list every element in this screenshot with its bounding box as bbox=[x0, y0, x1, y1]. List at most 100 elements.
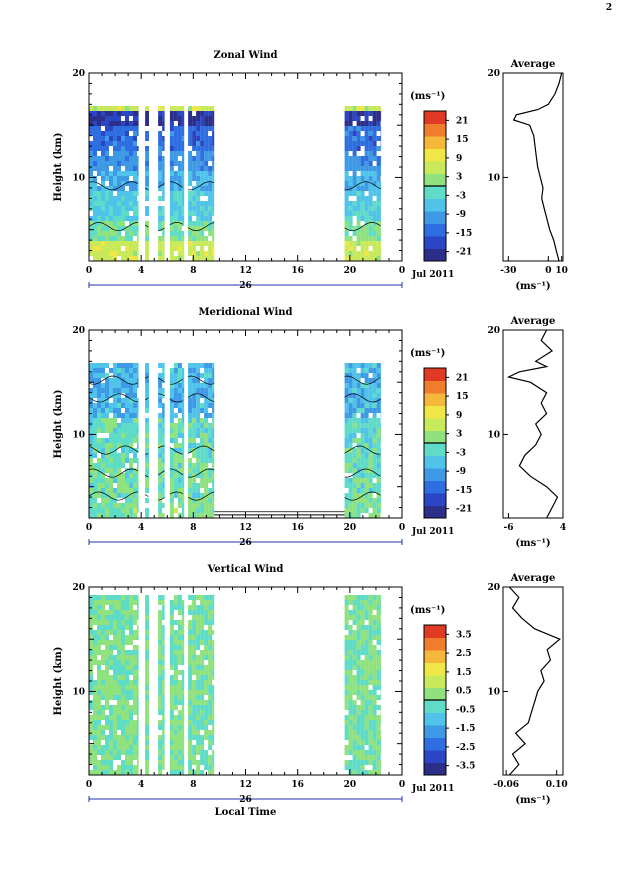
colorbar-band bbox=[424, 455, 446, 469]
colorbar-band bbox=[424, 248, 446, 262]
panel-3: Vertical Wind 0 4 8 12 16 20 0 20 10 Height (km) 26… bbox=[53, 564, 568, 818]
colorbar-band bbox=[424, 762, 446, 776]
profile-y-tick-label: 20 bbox=[487, 326, 500, 336]
colorbar-band bbox=[424, 186, 446, 199]
colorbar-band bbox=[424, 625, 446, 638]
colorbar-band bbox=[424, 637, 446, 651]
colorbar-band bbox=[424, 493, 446, 506]
contour-line bbox=[187, 445, 215, 454]
x-tick-label: 12 bbox=[239, 780, 252, 790]
average-profile: Average 20 10 -30 0 10 (ms⁻¹) bbox=[487, 59, 567, 292]
colorbar: (ms⁻¹) 21 15 9 3 -3 -9 -15 -21 bbox=[410, 91, 472, 262]
date-month: Jul 2011 bbox=[411, 784, 454, 794]
profile-y-tick-label: 20 bbox=[487, 69, 500, 79]
y-tick-label: 20 bbox=[72, 326, 85, 336]
profile-y-tick-label: 20 bbox=[487, 583, 500, 593]
profile-line bbox=[506, 329, 559, 519]
contour-line bbox=[169, 468, 184, 476]
contour-line bbox=[344, 181, 381, 191]
date-day: 26 bbox=[239, 538, 252, 548]
panel-title: Zonal Wind bbox=[213, 50, 277, 61]
profile-y-tick-label: 10 bbox=[487, 173, 500, 183]
contour-line bbox=[188, 181, 215, 191]
x-tick-label: 16 bbox=[291, 780, 304, 790]
colorbar-band bbox=[424, 700, 446, 713]
colorbar-band bbox=[424, 468, 446, 481]
colorbar-band bbox=[424, 443, 446, 456]
x-tick-label: 4 bbox=[138, 780, 144, 790]
contour-line bbox=[88, 393, 138, 403]
profile-line bbox=[512, 72, 563, 262]
y-axis-label: Height (km) bbox=[53, 647, 64, 716]
contour-line bbox=[187, 222, 215, 231]
contour-line bbox=[188, 375, 215, 385]
contour-line bbox=[344, 222, 381, 231]
x-axis-label: Local Time bbox=[215, 807, 277, 818]
contour-line bbox=[144, 475, 149, 478]
contour-line bbox=[169, 447, 183, 455]
x-tick-label: 8 bbox=[190, 523, 196, 533]
contour-line bbox=[144, 224, 149, 228]
contour-line bbox=[158, 227, 165, 232]
date-day: 26 bbox=[239, 795, 252, 805]
contour-line bbox=[344, 445, 381, 455]
date-month: Jul 2011 bbox=[411, 527, 454, 537]
colorbar-band bbox=[424, 675, 446, 688]
profile-x-tick-label: -30 bbox=[500, 266, 516, 276]
colorbar-tick-label: -3.5 bbox=[456, 762, 475, 772]
colorbar-band bbox=[424, 148, 446, 162]
profile-x-tick-label: -0.06 bbox=[493, 780, 519, 790]
contour-line bbox=[169, 222, 184, 226]
contour-line bbox=[344, 375, 381, 385]
contour-line bbox=[344, 491, 381, 501]
colorbar-tick-label: 21 bbox=[456, 116, 469, 126]
colorbar-tick-label: -21 bbox=[456, 505, 472, 515]
colorbar-tick-label: -21 bbox=[456, 248, 472, 258]
panel-2: Meridional Wind 0 4 8 12 16 20 0 20 10 Height (km)… bbox=[53, 307, 566, 549]
y-tick-label: 10 bbox=[72, 173, 85, 183]
colorbar-tick-label: 21 bbox=[456, 373, 469, 383]
contour-line bbox=[157, 377, 165, 383]
colorbar-tick-label: 3 bbox=[456, 430, 462, 440]
contour-line bbox=[88, 468, 139, 478]
profile-x-unit: (ms⁻¹) bbox=[515, 538, 550, 549]
contour-line bbox=[169, 181, 184, 188]
colorbar-tick-label: -15 bbox=[456, 486, 472, 496]
heatmap-cells bbox=[89, 106, 382, 261]
contour-line bbox=[88, 222, 138, 232]
contour-line bbox=[169, 378, 184, 385]
date-day: 26 bbox=[239, 281, 252, 291]
colorbar: (ms⁻¹) 3.5 2.5 1.5 0.5 -0.5 -1.5 -2.5 -3.5 bbox=[410, 605, 475, 776]
profile-x-unit: (ms⁻¹) bbox=[515, 281, 550, 292]
profile-y-tick-label: 10 bbox=[487, 687, 500, 697]
x-tick-label: 0 bbox=[86, 523, 92, 533]
colorbar-band bbox=[424, 662, 446, 676]
contour-line bbox=[169, 491, 184, 495]
colorbar-band bbox=[424, 380, 446, 394]
contour-line bbox=[145, 453, 149, 455]
profile-x-tick-label: 4 bbox=[560, 523, 566, 533]
contour-line bbox=[88, 445, 139, 455]
colorbar-tick-label: 2.5 bbox=[456, 649, 472, 659]
colorbar-tick-label: -9 bbox=[456, 467, 466, 477]
colorbar-band bbox=[424, 750, 446, 763]
y-tick-label: 20 bbox=[72, 583, 85, 593]
contour-line bbox=[344, 468, 381, 478]
contour-line bbox=[144, 376, 149, 379]
colorbar-band bbox=[424, 737, 446, 751]
y-tick-label: 10 bbox=[72, 687, 85, 697]
colorbar-unit: (ms⁻¹) bbox=[410, 91, 445, 102]
x-tick-label: 0 bbox=[399, 780, 405, 790]
profile-line bbox=[508, 586, 561, 776]
profile-frame bbox=[502, 72, 564, 262]
y-tick-label: 20 bbox=[72, 69, 85, 79]
x-tick-label: 12 bbox=[239, 523, 252, 533]
colorbar-band bbox=[424, 173, 446, 187]
colorbar-unit: (ms⁻¹) bbox=[410, 605, 445, 616]
date-month: Jul 2011 bbox=[411, 270, 454, 280]
colorbar-band bbox=[424, 123, 446, 137]
x-tick-label: 12 bbox=[239, 266, 252, 276]
profile-title: Average bbox=[510, 59, 556, 70]
colorbar-band bbox=[424, 687, 446, 701]
